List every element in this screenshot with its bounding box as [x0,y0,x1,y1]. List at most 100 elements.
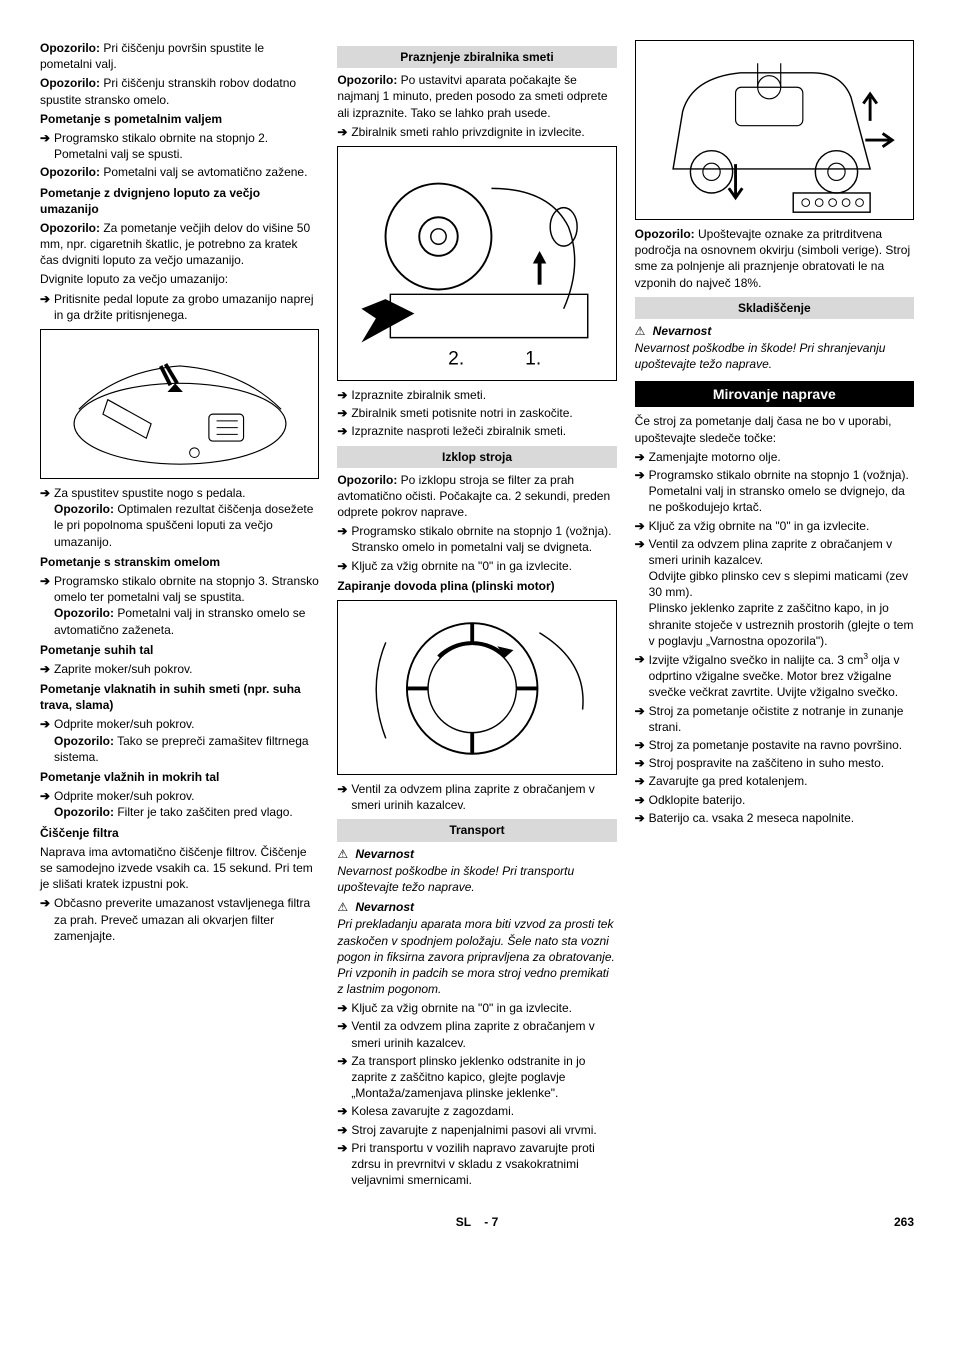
text: Za spustitev spustite nogo s pedala. [54,486,245,500]
bullet: ➔Občasno preverite umazanost vstavljeneg… [40,895,319,944]
label-opozorilo: Opozorilo: [40,76,100,90]
text: Za transport plinsko jeklenko odstranite… [351,1053,616,1102]
arrow-icon: ➔ [40,895,54,944]
bullet: ➔Zbiralnik smeti rahlo privzdignite in i… [337,124,616,140]
subheading: Čiščenje filtra [40,825,319,841]
text: Izvijte vžigalno svečko in nalijte ca. 3… [649,653,864,667]
subheading: Zapiranje dovoda plina (plinski motor) [337,578,616,594]
bullet: ➔Zavarujte ga pred kotalenjem. [635,773,914,789]
bullet: ➔Ključ za vžig obrnite na "0" in ga izvl… [635,518,914,534]
section-heading-major: Mirovanje naprave [635,381,914,408]
subheading: Pometanje z dvignjeno loputo za večjo um… [40,185,319,217]
arrow-icon: ➔ [40,716,54,765]
figure-pedal [40,329,319,479]
machine-illustration [644,44,904,217]
column-2: Praznjenje zbiralnika smeti Opozorilo: P… [337,40,616,1190]
text: Zaprite moker/suh pokrov. [54,661,319,677]
footer-center: SL - 7 [100,1214,854,1230]
section-heading: Izklop stroja [337,446,616,468]
arrow-icon: ➔ [40,130,54,162]
label-opozorilo: Opozorilo: [635,227,695,241]
label-opozorilo: Opozorilo: [54,502,114,516]
text: Zamenjajte motorno olje. [649,449,914,465]
para: Opozorilo: Upoštevajte oznake za pritrdi… [635,226,914,291]
text: Stroj pospravite na zaščiteno in suho me… [649,755,914,771]
text: Izpraznite nasproti ležeči zbiralnik sme… [351,423,616,439]
arrow-icon: ➔ [40,291,54,323]
bullet: ➔Pritisnite pedal lopute za grobo umazan… [40,291,319,323]
bullet: ➔Stroj za pometanje postavite na ravno p… [635,737,914,753]
para: Dvignite loputo za večjo umazanijo: [40,271,319,287]
warning-icon: ⚠ [337,899,351,915]
text: Filter je tako zaščiten pred vlago. [114,805,293,819]
subheading: Pometanje vlaknatih in suhih smeti (npr.… [40,681,319,713]
arrow-icon: ➔ [337,405,351,421]
arrow-icon: ➔ [635,792,649,808]
text: Pri transportu v vozilih napravo zavaruj… [351,1140,616,1189]
bullet: ➔Programsko stikalo obrnite na stopnjo 2… [40,130,319,162]
text: Odvijte gibko plinsko cev s slepimi mati… [649,569,908,599]
text: Zbiralnik smeti potisnite notri in zasko… [351,405,616,421]
arrow-icon: ➔ [337,1018,351,1050]
bullet: ➔Za transport plinsko jeklenko odstranit… [337,1053,616,1102]
arrow-icon: ➔ [635,651,649,701]
bullet: ➔Ventil za odvzem plina zaprite z obrača… [337,1018,616,1050]
text: Odprite moker/suh pokrov. [54,717,195,731]
text: Ključ za vžig obrnite na "0" in ga izvle… [351,1000,616,1016]
arrow-icon: ➔ [337,558,351,574]
bullet: ➔Pri transportu v vozilih napravo zavaru… [337,1140,616,1189]
warning-icon: ⚠ [635,323,649,339]
bullet: ➔Izvijte vžigalno svečko in nalijte ca. … [635,651,914,701]
warning-label: Nevarnost [653,323,712,339]
bullet: ➔Zamenjajte motorno olje. [635,449,914,465]
text: Baterijo ca. vsaka 2 meseca napolnite. [649,810,914,826]
para: Opozorilo: Za pometanje večjih delov do … [40,220,319,269]
text: Programsko stikalo obrnite na stopnjo 1 … [649,467,914,516]
column-3: Opozorilo: Upoštevajte oznake za pritrdi… [635,40,914,1190]
label-opozorilo: Opozorilo: [337,73,397,87]
bullet: ➔Programsko stikalo obrnite na stopnjo 1… [635,467,914,516]
text: Odprite moker/suh pokrov. [54,789,195,803]
arrow-icon: ➔ [337,1053,351,1102]
bullet: ➔Za spustitev spustite nogo s pedala.Opo… [40,485,319,550]
arrow-icon: ➔ [635,773,649,789]
text: Stroj za pometanje postavite na ravno po… [649,737,914,753]
label-opozorilo: Opozorilo: [337,473,397,487]
figure-machine [635,40,914,220]
bullet: ➔Baterijo ca. vsaka 2 meseca napolnite. [635,810,914,826]
text: Stroj za pometanje očistite z notranje i… [649,703,914,735]
para: Če stroj za pometanje dalj časa ne bo v … [635,413,914,445]
arrow-icon: ➔ [337,523,351,555]
section-heading: Praznjenje zbiralnika smeti [337,46,616,68]
text: Ključ za vžig obrnite na "0" in ga izvle… [351,558,616,574]
bullet: ➔Odklopite baterijo. [635,792,914,808]
warning-text: Pri prekladanju aparata mora biti vzvod … [337,916,616,997]
text: Ventil za odvzem plina zaprite z obračan… [649,536,914,649]
arrow-icon: ➔ [337,124,351,140]
arrow-icon: ➔ [337,1122,351,1138]
bullet: ➔Zaprite moker/suh pokrov. [40,661,319,677]
bullet: ➔Ključ za vžig obrnite na "0" in ga izvl… [337,1000,616,1016]
warning: ⚠Nevarnost [635,323,914,339]
arrow-icon: ➔ [635,810,649,826]
bullet: ➔Odprite moker/suh pokrov.Opozorilo: Fil… [40,788,319,820]
text: Občasno preverite umazanost vstavljenega… [54,895,319,944]
arrow-icon: ➔ [635,467,649,516]
bullet: ➔Zbiralnik smeti potisnite notri in zask… [337,405,616,421]
bullet: ➔Odprite moker/suh pokrov.Opozorilo: Tak… [40,716,319,765]
text: Programsko stikalo obrnite na stopnjo 3.… [54,573,319,638]
subheading: Pometanje s pometalnim valjem [40,111,319,127]
text: Ventil za odvzem plina zaprite z obračan… [351,1018,616,1050]
arrow-icon: ➔ [337,1103,351,1119]
para: Opozorilo: Po ustavitvi aparata počakajt… [337,72,616,121]
para: Naprava ima avtomatično čiščenje filtrov… [40,844,319,893]
para: Opozorilo: Pri čiščenju stranskih robov … [40,75,319,107]
text: Za spustitev spustite nogo s pedala. Opoz… [54,485,319,550]
label-opozorilo: Opozorilo: [40,165,100,179]
text: Programsko stikalo obrnite na stopnjo 2.… [54,130,319,162]
arrow-icon: ➔ [337,387,351,403]
text: Zavarujte ga pred kotalenjem. [649,773,914,789]
text: Kolesa zavarujte z zagozdami. [351,1103,616,1119]
arrow-icon: ➔ [635,536,649,649]
bullet: ➔Ventil za odvzem plina zaprite z obrača… [635,536,914,649]
